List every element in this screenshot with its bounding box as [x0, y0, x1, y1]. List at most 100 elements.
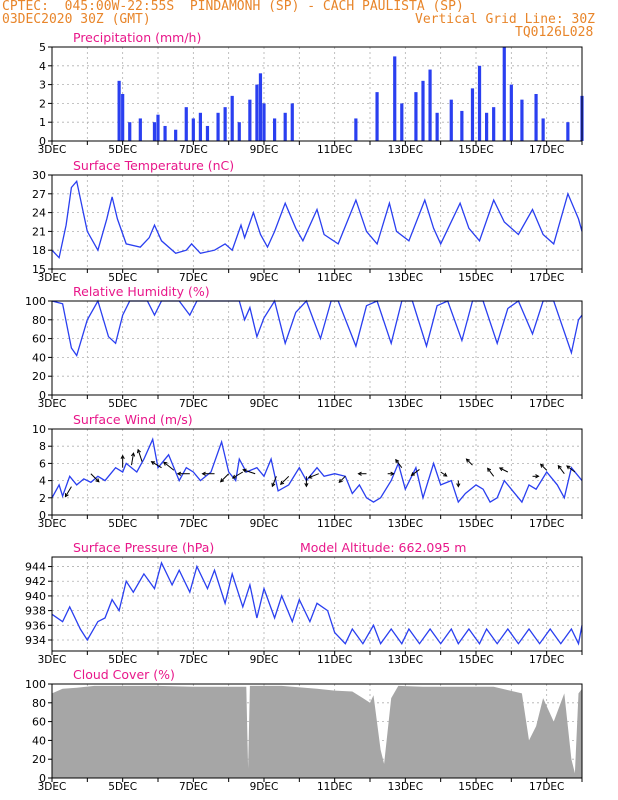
precip-bar: [283, 112, 287, 141]
wind-arrow: [395, 459, 403, 469]
wind-arrow: [271, 476, 277, 487]
x-tick-label: 11DEC: [317, 654, 352, 666]
precip-bar: [156, 114, 160, 141]
precip-bar: [435, 112, 439, 141]
precip-bar: [470, 88, 475, 141]
header-vertical-grid: Vertical Grid Line: 30Z: [415, 12, 596, 27]
series-line: [51, 179, 583, 260]
x-tick-label: 5DEC: [108, 398, 137, 410]
x-tick-label: 13DEC: [388, 654, 423, 666]
precip-bar: [191, 118, 195, 141]
x-tick-label: 7DEC: [179, 398, 208, 410]
precip-bar: [117, 80, 121, 141]
precip-bar: [128, 122, 132, 141]
wind-arrow: [411, 469, 420, 476]
y-tick-label: 942: [25, 575, 46, 588]
panel-frame: [51, 174, 583, 270]
x-tick-label: 11DEC: [317, 144, 352, 156]
precip-bar: [138, 118, 142, 141]
precip-bar: [460, 110, 464, 141]
precip-bar: [163, 125, 167, 141]
y-tick-label: 27: [32, 188, 46, 201]
panel-1: [48, 46, 584, 145]
x-tick-label: 17DEC: [529, 518, 564, 530]
precip-bar: [421, 80, 425, 141]
series-line: [51, 437, 583, 504]
x-tick-label: 11DEC: [317, 272, 352, 284]
precip-bar: [520, 99, 524, 141]
y-tick-label: 3: [39, 79, 46, 92]
x-tick-label: 17DEC: [529, 781, 564, 793]
wind-arrow-head: [120, 454, 125, 460]
wind-arrow-head: [95, 478, 100, 483]
y-tick-label: 80: [32, 697, 46, 710]
x-tick-label: 7DEC: [179, 654, 208, 666]
y-tick-label: 10: [32, 423, 46, 436]
x-tick-label: 15DEC: [458, 654, 493, 666]
wind-arrow: [232, 471, 244, 479]
panel-frame: [51, 556, 583, 652]
panel-4: [48, 428, 583, 519]
y-tick-label: 40: [32, 351, 46, 364]
precip-bar: [541, 118, 545, 141]
precip-bar: [216, 112, 220, 141]
x-tick-label: 15DEC: [458, 272, 493, 284]
wind-arrow: [280, 475, 290, 485]
precip-bar: [449, 99, 453, 141]
series-line: [51, 561, 583, 646]
x-tick-label: 7DEC: [179, 272, 208, 284]
y-tick-label: 5: [39, 41, 46, 54]
y-tick-label: 2: [39, 97, 46, 110]
wind-arrow-head: [242, 468, 247, 473]
wind-arrow: [499, 467, 509, 473]
precip-bar: [485, 112, 489, 141]
x-tick-label: 9DEC: [250, 781, 279, 793]
y-tick-label: 940: [25, 590, 46, 603]
precip-bar: [290, 103, 294, 141]
panel-title: Precipitation (mm/h): [73, 30, 201, 45]
precip-bar: [255, 84, 259, 141]
wind-arrow-head: [566, 465, 571, 470]
x-tick-label: 3DEC: [38, 398, 67, 410]
panel-frame: [51, 683, 583, 779]
x-tick-label: 17DEC: [529, 144, 564, 156]
y-tick-label: 4: [39, 475, 46, 488]
x-tick-label: 3DEC: [38, 518, 67, 530]
precip-bar: [477, 65, 482, 141]
wind-arrow-head: [395, 458, 400, 464]
panel-3: [48, 299, 583, 399]
cloud-cover-area: [52, 685, 582, 778]
wind-arrow: [243, 469, 256, 475]
precip-bar: [393, 56, 397, 141]
precip-bar: [121, 94, 125, 141]
y-tick-label: 30: [32, 169, 46, 182]
wind-arrow-head: [304, 482, 309, 488]
wind-arrow: [65, 486, 72, 497]
wind-arrow: [151, 461, 162, 469]
panel-frame: [51, 46, 583, 142]
precip-bar: [566, 122, 570, 141]
x-tick-label: 15DEC: [458, 144, 493, 156]
wind-arrow-head: [130, 452, 136, 457]
header-code: TQ0126L028: [515, 25, 594, 40]
y-tick-label: 100: [25, 678, 46, 691]
panel-title: Surface Pressure (hPa): [73, 540, 214, 555]
y-tick-label: 15: [32, 263, 46, 276]
x-tick-label: 9DEC: [250, 272, 279, 284]
y-tick-label: 80: [32, 314, 46, 327]
precip-bar: [509, 84, 513, 141]
y-tick-label: 1: [39, 116, 46, 129]
x-tick-label: 3DEC: [38, 781, 67, 793]
precip-bar: [174, 129, 178, 141]
x-tick-label: 7DEC: [179, 518, 208, 530]
y-tick-label: 60: [32, 716, 46, 729]
x-tick-label: 7DEC: [179, 144, 208, 156]
panel-6: [48, 683, 583, 782]
panel-title: Cloud Cover (%): [73, 667, 175, 682]
wind-arrow-head: [279, 480, 285, 486]
x-tick-label: 9DEC: [250, 398, 279, 410]
precip-bar: [273, 118, 277, 141]
y-tick-label: 18: [32, 244, 46, 257]
y-tick-label: 0: [39, 389, 46, 402]
